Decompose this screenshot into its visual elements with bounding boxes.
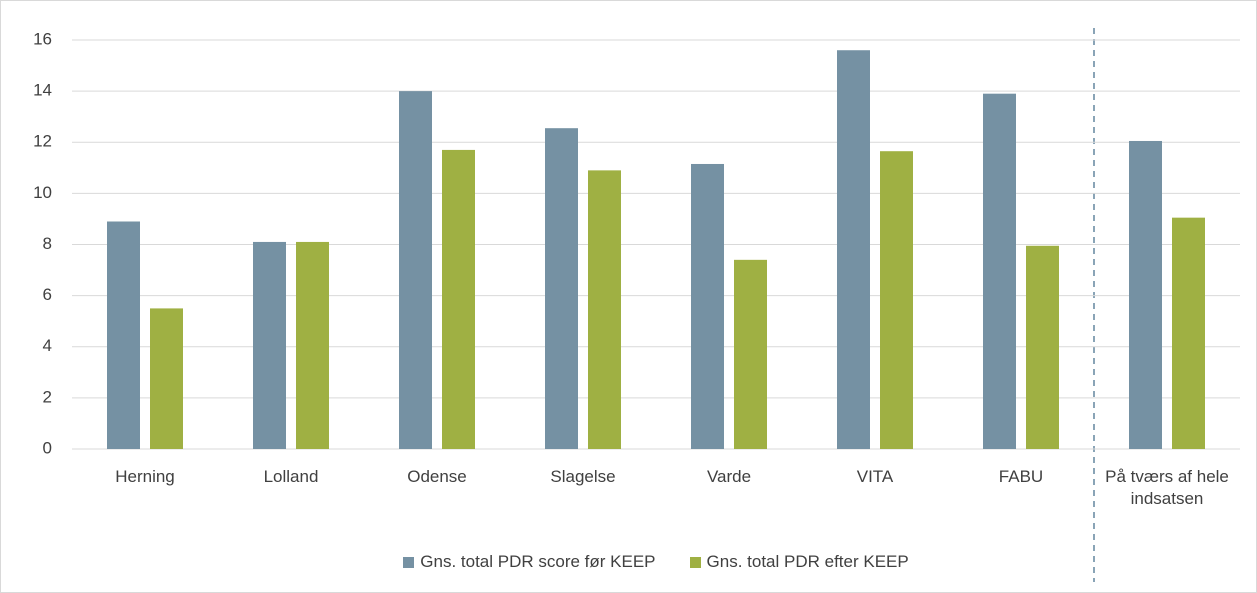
y-tick-label: 10 (33, 183, 52, 202)
legend-label: Gns. total PDR score før KEEP (420, 552, 656, 571)
bar (734, 259, 767, 449)
legend-swatch (689, 556, 701, 568)
bar (107, 221, 140, 449)
bar (253, 241, 286, 449)
y-tick-label: 0 (43, 438, 52, 457)
y-tick-label: 4 (43, 336, 52, 355)
bar (442, 149, 475, 449)
x-tick-label: Slagelse (550, 467, 616, 486)
x-tick-label: Herning (115, 467, 175, 486)
bar (691, 163, 724, 449)
bar (1026, 245, 1059, 449)
y-tick-label: 16 (33, 29, 52, 48)
bar (399, 91, 432, 449)
x-tick-label: VITA (856, 467, 894, 486)
bar (588, 170, 621, 449)
legend-swatch (403, 556, 415, 568)
x-tick-label: Odense (407, 467, 467, 486)
bar (837, 50, 870, 449)
x-tick-label: Varde (706, 467, 752, 486)
bar (880, 151, 913, 449)
y-tick-label: 12 (33, 132, 52, 151)
x-tick-label: FABU (998, 467, 1044, 486)
y-tick-label: 6 (43, 285, 52, 304)
y-tick-label: 14 (33, 81, 52, 100)
legend-item: Gns. total PDR efter KEEP (689, 552, 909, 572)
bar (296, 241, 329, 449)
bar (983, 93, 1016, 450)
bar (1172, 217, 1205, 449)
y-tick-label: 8 (43, 234, 52, 253)
legend-label: Gns. total PDR efter KEEP (706, 552, 909, 571)
y-tick-label: 2 (43, 387, 52, 406)
bar (1129, 140, 1162, 450)
x-tick-label: På tværs af hele indsatsen (1105, 467, 1229, 508)
bar (545, 128, 578, 450)
legend-item: Gns. total PDR score før KEEP (403, 552, 656, 572)
bar (150, 308, 183, 449)
x-tick-label: Lolland (263, 467, 319, 486)
legend: Gns. total PDR score før KEEP Gns. total … (0, 552, 1257, 572)
